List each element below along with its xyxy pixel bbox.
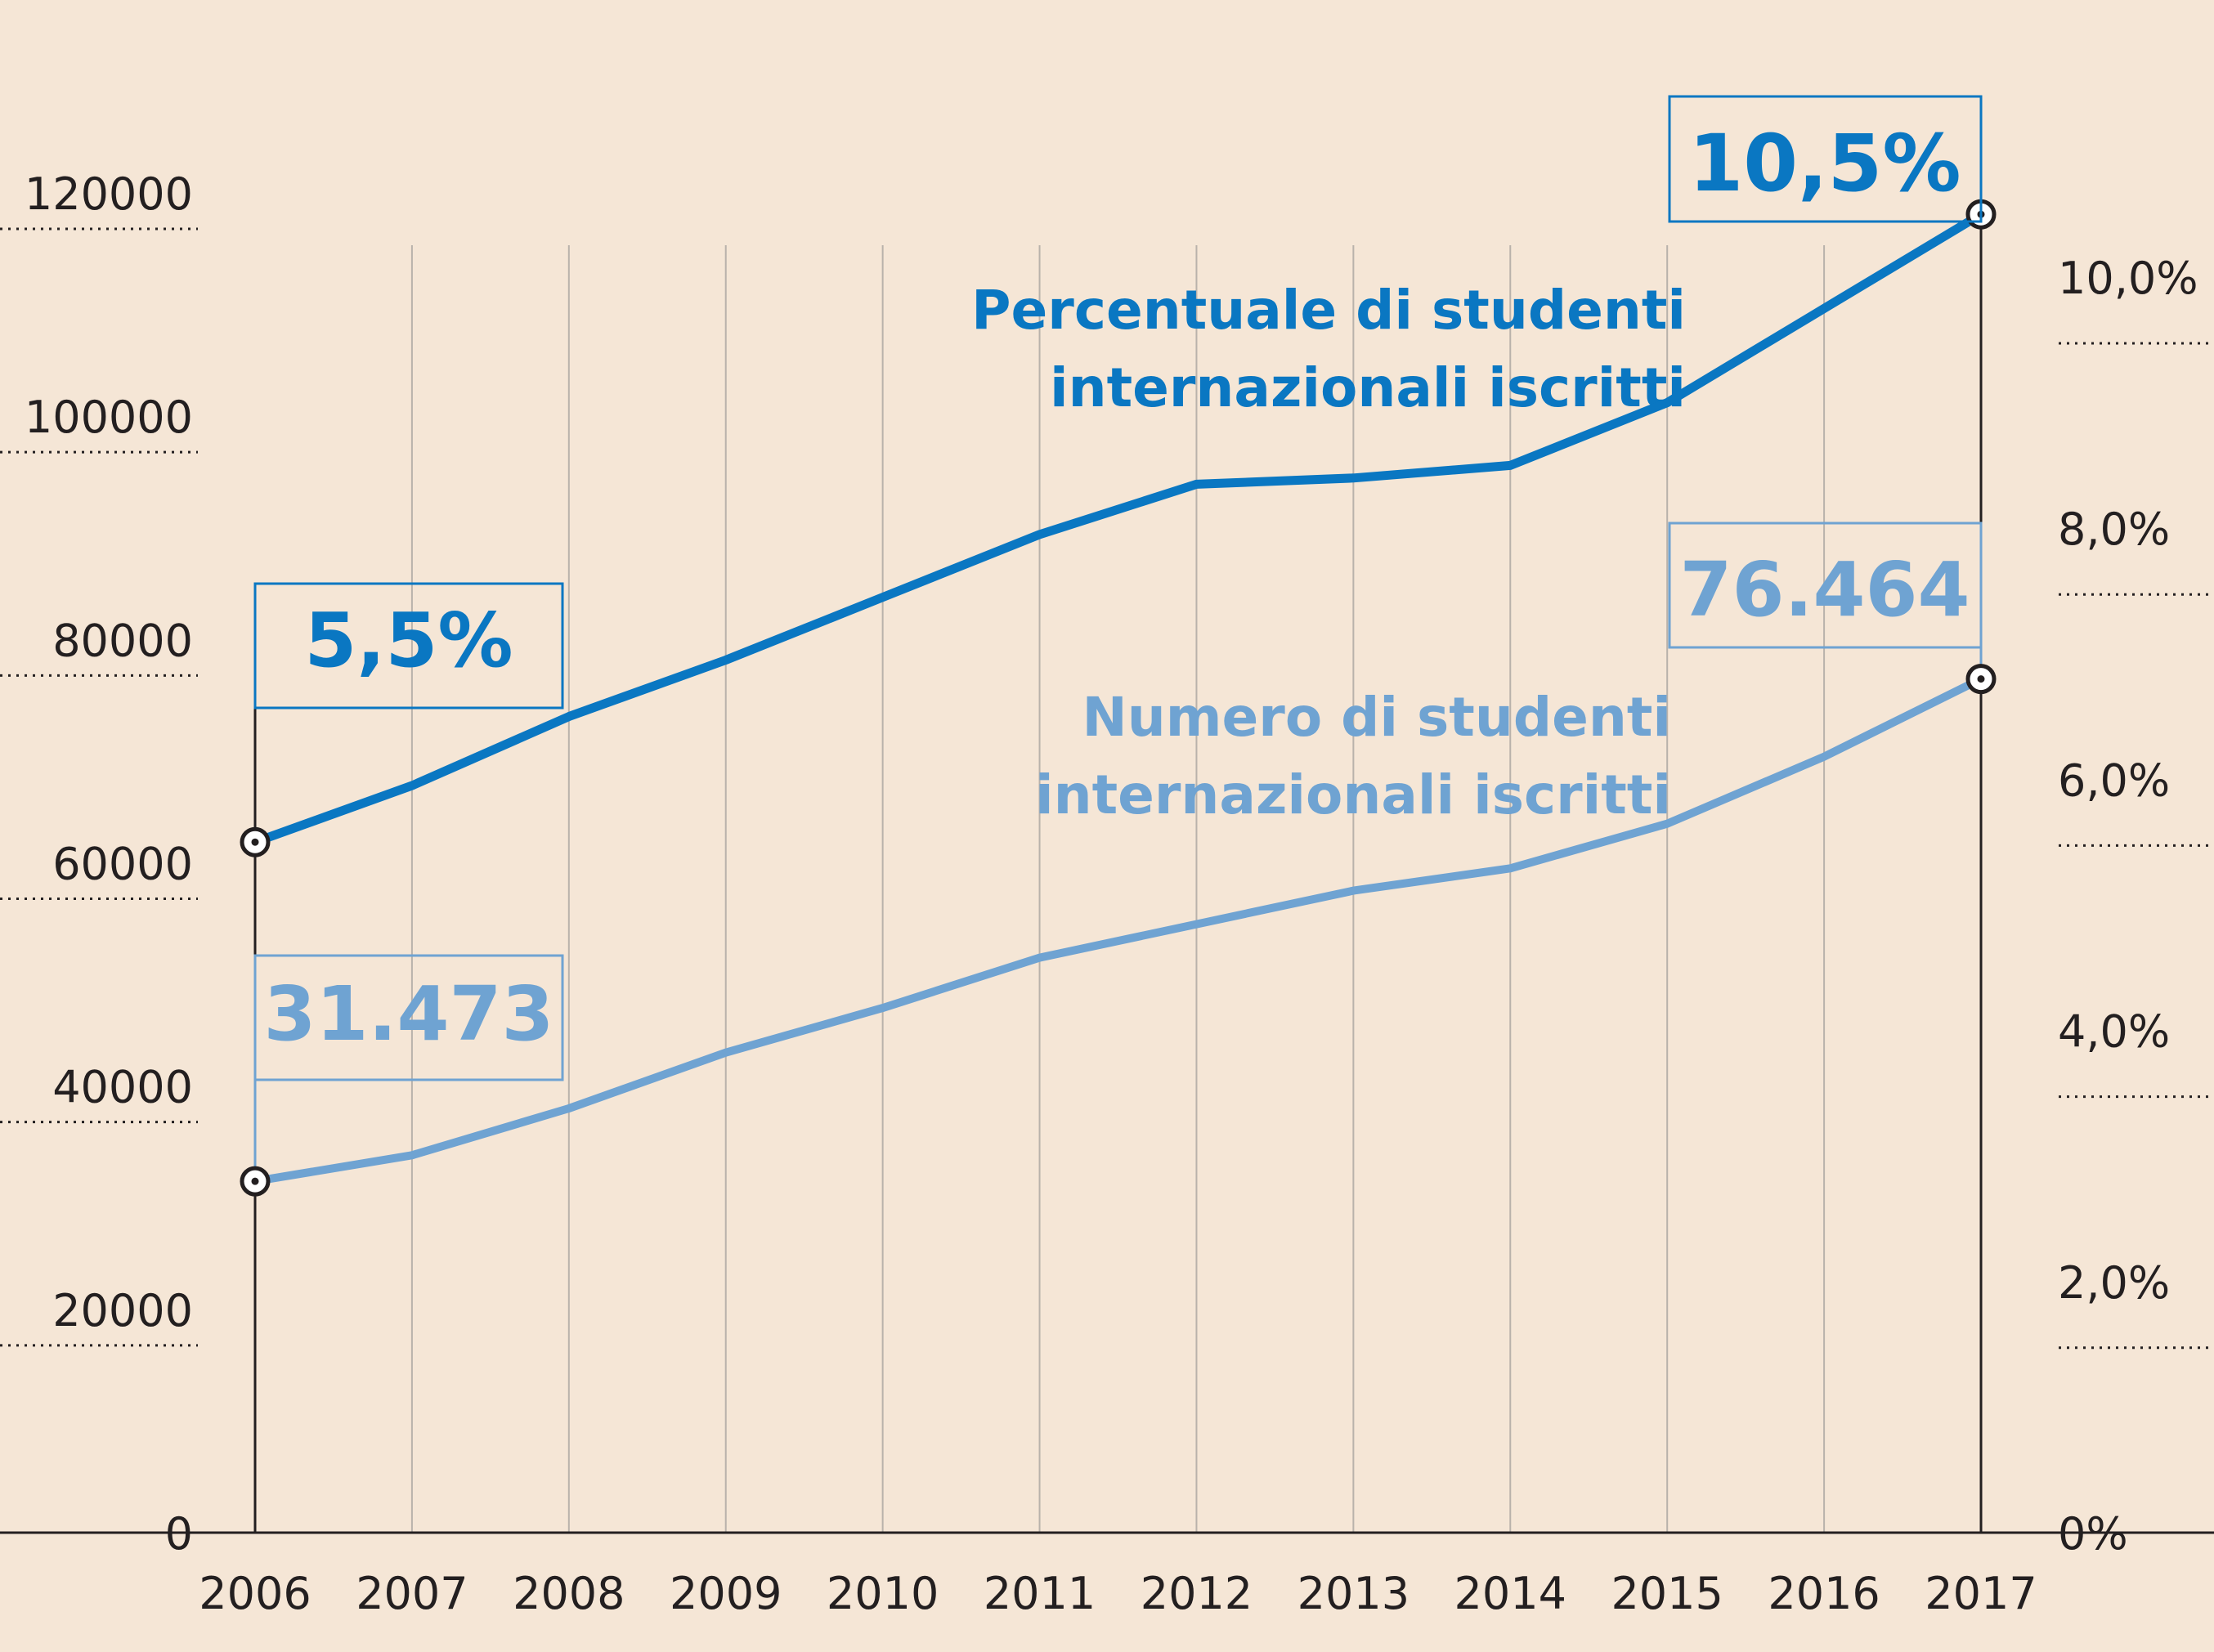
left-tick-label-80000: 80000 xyxy=(52,615,193,666)
right-tick-label-0%: 0% xyxy=(2058,1508,2128,1560)
tick-labels: 2006 2007 2008 2009 2010 2011 2012 2013 2014 2015… xyxy=(25,168,2198,1619)
right-tick-label-2,0%: 2,0% xyxy=(2058,1257,2170,1309)
left-tick-label-40000: 40000 xyxy=(52,1062,193,1113)
left-tick-label-100000: 100000 xyxy=(25,392,193,443)
num-end-annotation: 76.464 xyxy=(1668,522,1983,649)
pct-end-value: 10,5% xyxy=(1688,118,1961,209)
grid-lines xyxy=(0,227,2214,1533)
num-marker-2017-dot xyxy=(1977,675,1985,683)
x-tick-label-2010: 2010 xyxy=(827,1568,939,1619)
x-tick-label-2017: 2017 xyxy=(1925,1568,2037,1619)
num-start-value: 31.473 xyxy=(263,970,554,1058)
pct-series-label-line2: internazionali iscritti xyxy=(1050,356,1686,419)
num-start-annotation: 31.473 xyxy=(253,954,564,1081)
num-series-label-line1: Numero di studenti xyxy=(1082,686,1671,749)
x-tick-label-2009: 2009 xyxy=(670,1568,782,1619)
series-lines xyxy=(250,209,1986,1186)
pct-end-annotation: 10,5% xyxy=(1668,95,1983,223)
right-tick-label-4,0%: 4,0% xyxy=(2058,1006,2170,1058)
x-tick-label-2012: 2012 xyxy=(1141,1568,1253,1619)
series-line-percentuale xyxy=(250,209,1986,847)
right-tick-label-10,0%: 10,0% xyxy=(2058,253,2198,304)
num-end-value: 76.464 xyxy=(1679,546,1970,633)
num-marker-2006-dot xyxy=(251,1177,259,1185)
x-tick-label-2008: 2008 xyxy=(513,1568,625,1619)
pct-series-label-line1: Percentuale di studenti xyxy=(971,279,1686,342)
x-tick-label-2014: 2014 xyxy=(1454,1568,1566,1619)
num-end-box xyxy=(1668,522,1983,649)
left-tick-label-60000: 60000 xyxy=(52,839,193,890)
num-start-box xyxy=(253,954,564,1081)
num-series-label-line2: internazionali iscritti xyxy=(1035,763,1671,826)
x-tick-label-2016: 2016 xyxy=(1768,1568,1880,1619)
x-tick-label-2007: 2007 xyxy=(356,1568,468,1619)
x-tick-label-2011: 2011 xyxy=(984,1568,1096,1619)
left-tick-label-120000: 120000 xyxy=(25,168,193,220)
x-tick-label-2006: 2006 xyxy=(199,1568,311,1619)
pct-marker-2006-dot xyxy=(251,838,259,846)
left-tick-label-20000: 20000 xyxy=(52,1285,193,1336)
x-tick-label-2015: 2015 xyxy=(1611,1568,1723,1619)
x-tick-label-2013: 2013 xyxy=(1297,1568,1410,1619)
pct-start-annotation: 5,5% xyxy=(253,582,564,710)
pct-start-value: 5,5% xyxy=(304,597,513,684)
right-tick-label-8,0%: 8,0% xyxy=(2058,504,2170,555)
right-tick-label-6,0%: 6,0% xyxy=(2058,754,2170,806)
series-line-numero xyxy=(251,674,1985,1186)
left-tick-label-0: 0 xyxy=(165,1508,193,1560)
pct-start-box xyxy=(253,582,564,710)
pct-end-box xyxy=(1668,95,1983,223)
